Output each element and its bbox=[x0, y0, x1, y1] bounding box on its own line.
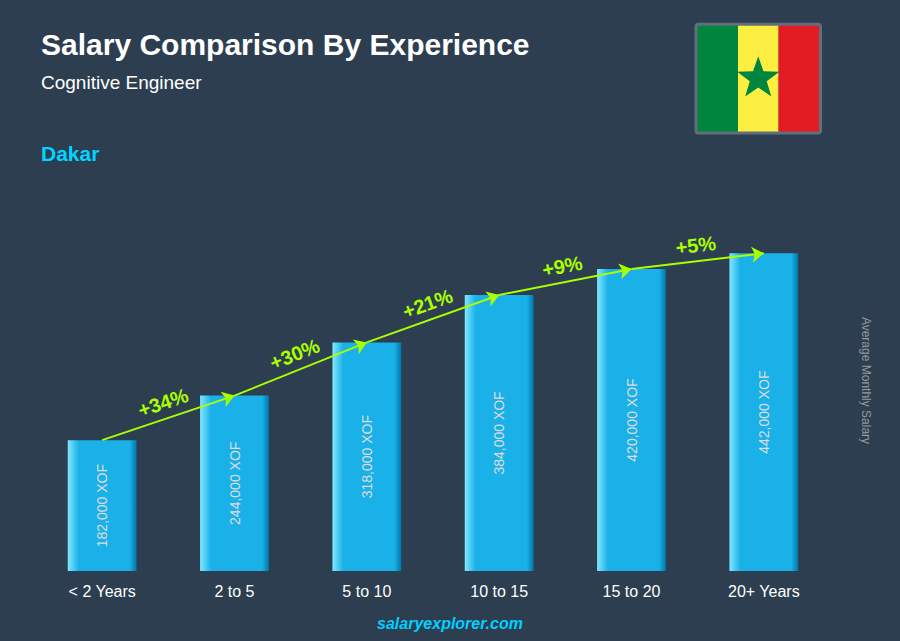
svg-text:384,000 XOF: 384,000 XOF bbox=[491, 391, 507, 474]
svg-text:+21%: +21% bbox=[400, 284, 456, 322]
svg-text:+5%: +5% bbox=[674, 232, 717, 259]
svg-text:244,000 XOF: 244,000 XOF bbox=[227, 442, 243, 525]
svg-text:2 to 5: 2 to 5 bbox=[214, 583, 254, 600]
svg-text:15 to 20: 15 to 20 bbox=[603, 583, 661, 600]
svg-text:Cognitive Engineer: Cognitive Engineer bbox=[41, 72, 202, 93]
svg-text:420,000 XOF: 420,000 XOF bbox=[624, 378, 640, 461]
svg-text:182,000 XOF: 182,000 XOF bbox=[94, 464, 110, 547]
svg-text:442,000 XOF: 442,000 XOF bbox=[756, 370, 772, 453]
svg-text:5 to 10: 5 to 10 bbox=[342, 583, 391, 600]
svg-text:Salary Comparison By Experienc: Salary Comparison By Experience bbox=[41, 28, 530, 61]
svg-text:+30%: +30% bbox=[267, 334, 323, 374]
svg-text:Average Monthly Salary: Average Monthly Salary bbox=[859, 317, 873, 444]
svg-text:Dakar: Dakar bbox=[41, 142, 99, 165]
svg-text:318,000 XOF: 318,000 XOF bbox=[359, 415, 375, 498]
svg-text:10 to 15: 10 to 15 bbox=[470, 583, 528, 600]
svg-text:salaryexplorer.com: salaryexplorer.com bbox=[377, 615, 523, 632]
svg-text:20+ Years: 20+ Years bbox=[728, 583, 800, 600]
svg-text:< 2 Years: < 2 Years bbox=[69, 583, 136, 600]
svg-text:+34%: +34% bbox=[135, 384, 191, 421]
svg-text:+9%: +9% bbox=[540, 252, 584, 281]
